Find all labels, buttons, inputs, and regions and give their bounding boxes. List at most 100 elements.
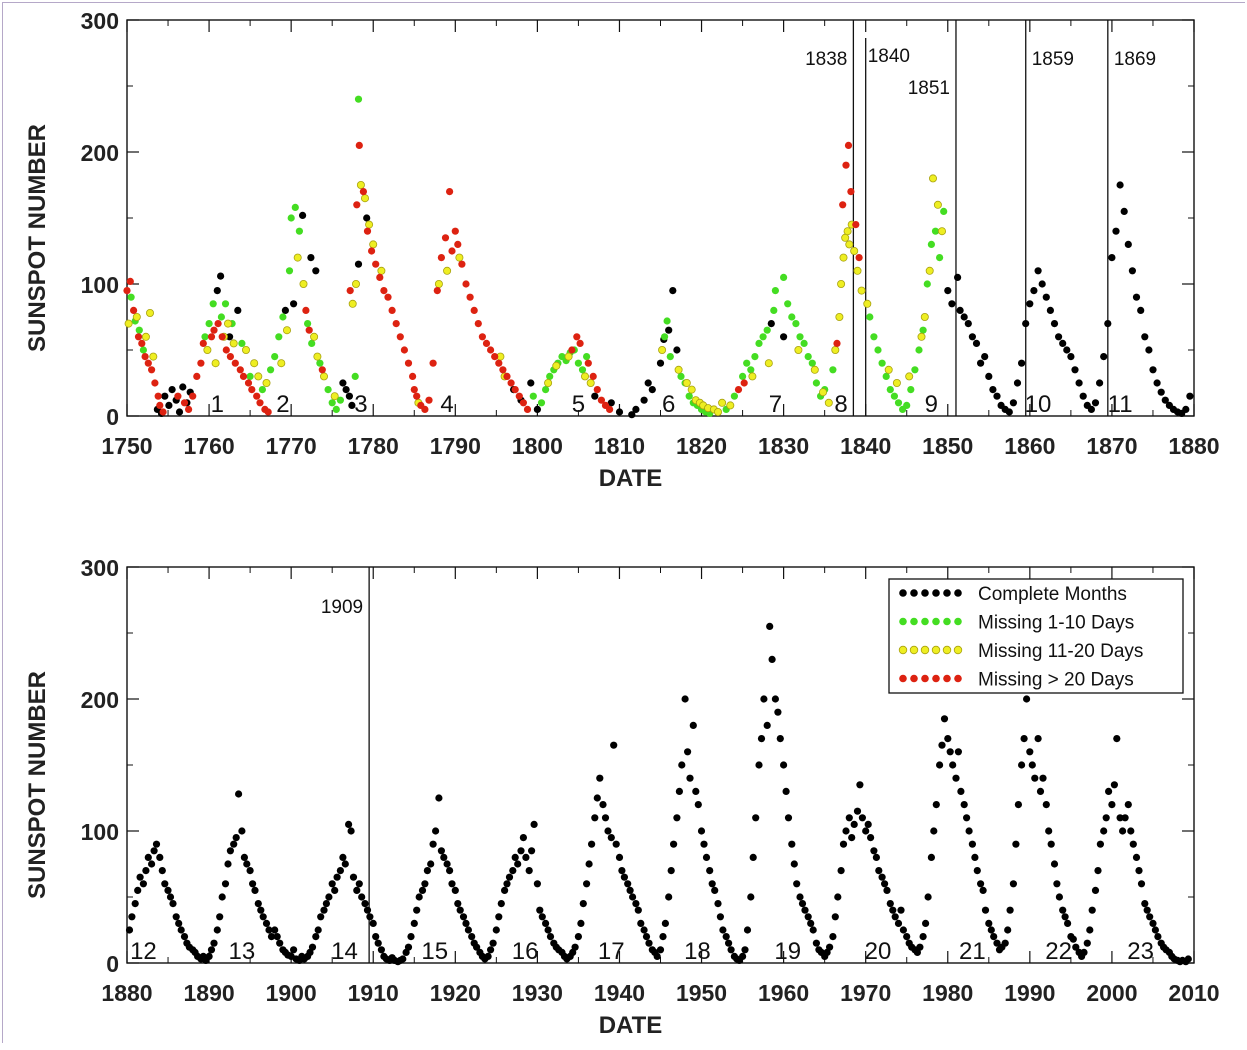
data-point (949, 761, 957, 769)
data-point (812, 939, 821, 947)
data-point (1096, 840, 1104, 848)
data-point (243, 860, 251, 868)
data-point (1104, 320, 1112, 328)
data-point (954, 748, 963, 756)
data-point (207, 333, 216, 341)
data-point (853, 266, 862, 275)
data-point (1108, 801, 1116, 809)
data-point (1182, 405, 1190, 413)
data-point (1151, 926, 1159, 934)
data-point (313, 352, 322, 361)
data-point (800, 339, 808, 347)
data-point (546, 933, 555, 941)
data-point (217, 272, 225, 280)
data-point (864, 820, 872, 829)
data-point (348, 401, 356, 409)
cycle-label-3: 3 (354, 391, 367, 418)
data-point (231, 359, 239, 367)
data-point (739, 952, 747, 961)
data-point (658, 345, 667, 354)
data-point (456, 906, 464, 914)
data-point (474, 320, 482, 328)
data-point (1124, 240, 1132, 248)
data-point (249, 880, 257, 888)
legend-swatch-dot (898, 645, 908, 655)
data-point (837, 279, 846, 288)
cycle-label-19: 19 (774, 938, 801, 965)
data-point (421, 880, 429, 888)
data-point (238, 827, 246, 835)
data-point (829, 933, 837, 941)
data-point (161, 880, 169, 888)
cycle-label-21: 21 (959, 938, 986, 965)
data-point (801, 906, 809, 914)
data-point (824, 398, 833, 407)
data-point (353, 886, 361, 895)
data-point (366, 913, 374, 921)
data-point (601, 814, 610, 822)
data-point (760, 695, 768, 703)
y-tick-label: 300 (81, 8, 119, 34)
y-tick-label: 100 (81, 819, 119, 845)
data-point (236, 366, 244, 374)
data-point (239, 372, 248, 380)
data-point (1088, 906, 1096, 914)
data-point (606, 405, 614, 413)
data-point (564, 352, 573, 361)
data-point (751, 353, 759, 361)
data-point (258, 386, 266, 394)
data-point (291, 203, 299, 211)
data-point (932, 801, 940, 809)
data-point (607, 834, 615, 842)
data-point (857, 286, 866, 295)
legend-swatch-dot (921, 674, 929, 683)
legend-swatch-dot (954, 589, 962, 597)
data-point (810, 365, 819, 374)
data-point (634, 906, 642, 914)
legend-swatch-dot (899, 674, 907, 683)
data-point (794, 345, 803, 354)
marker-label-1859: 1859 (1032, 49, 1074, 70)
x-tick-label: 1880 (101, 980, 152, 1006)
cycle-label-6: 6 (662, 391, 675, 418)
data-point (1050, 860, 1059, 868)
data-point (1036, 787, 1045, 796)
x-tick-label: 1800 (512, 433, 563, 459)
data-point (232, 834, 240, 842)
data-point (694, 801, 702, 809)
data-point (812, 379, 821, 387)
data-point (677, 372, 685, 380)
data-point (771, 287, 780, 295)
data-point (244, 379, 253, 387)
data-point (929, 174, 938, 183)
data-point (152, 840, 161, 848)
data-point (145, 308, 154, 317)
data-point (571, 943, 579, 951)
data-point (542, 919, 550, 928)
data-point (318, 366, 326, 374)
data-point (768, 655, 776, 664)
data-point (345, 820, 353, 829)
data-point (210, 326, 218, 334)
data-point (235, 790, 243, 798)
marker-label-1909: 1909 (321, 597, 363, 618)
data-point (351, 372, 359, 380)
data-point (322, 900, 330, 908)
data-point (1184, 955, 1192, 963)
data-point (325, 893, 333, 901)
data-point (124, 319, 133, 328)
data-point (529, 392, 537, 400)
data-point (583, 880, 591, 888)
data-point (259, 913, 267, 921)
legend-swatch-dot (954, 674, 962, 683)
data-point (882, 372, 890, 380)
data-point (968, 840, 977, 848)
data-point (150, 847, 158, 855)
data-point (946, 748, 954, 756)
data-point (1006, 906, 1014, 914)
data-point (661, 919, 670, 928)
data-point (538, 913, 546, 921)
chart-panel-2: 1880 1890 1900 1910 1920 1930 1940 1950 1960 1970… (24, 555, 1220, 1039)
x-tick-label: 1810 (594, 433, 645, 459)
legend-swatch-dot (910, 674, 918, 683)
